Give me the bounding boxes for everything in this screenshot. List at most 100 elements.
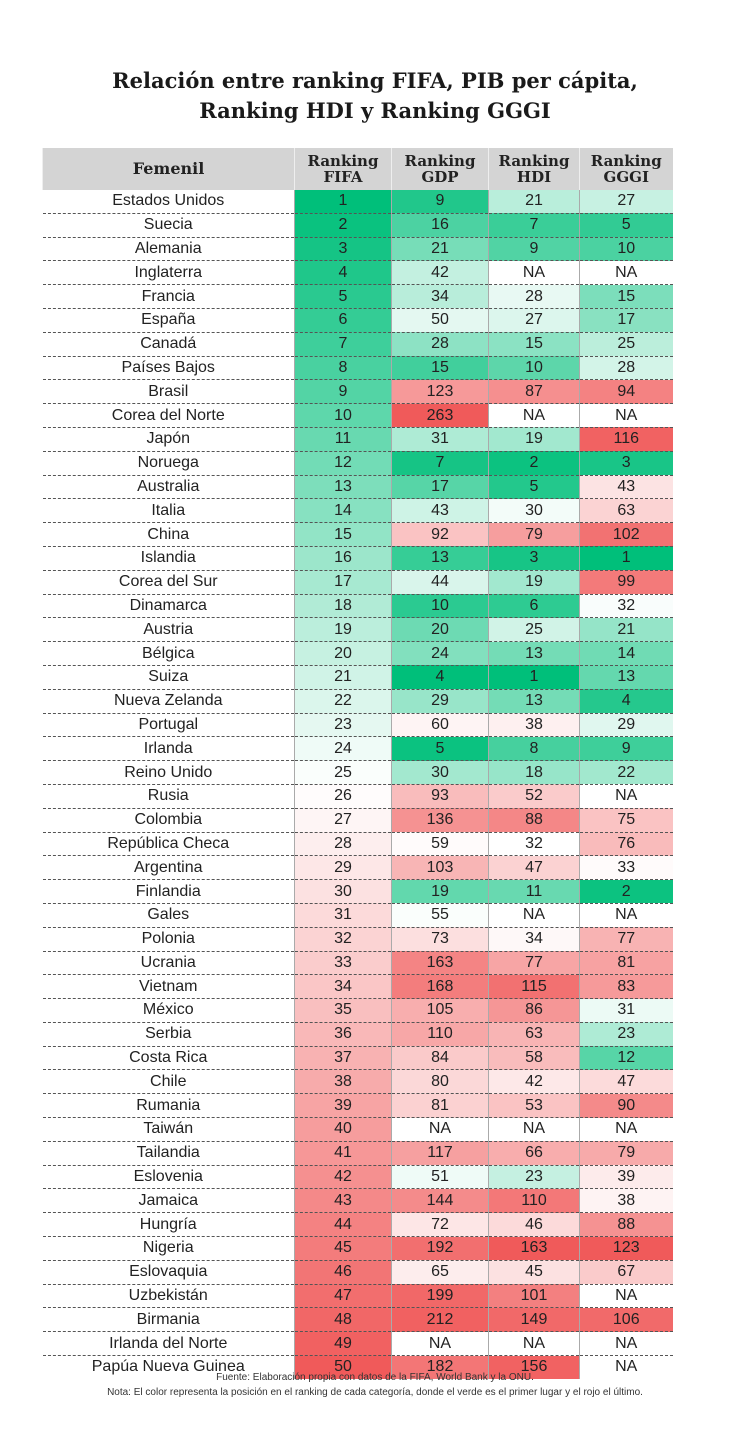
cell-ranking-fifa: 28	[294, 832, 392, 857]
cell-ranking-gggi: 21	[579, 617, 673, 643]
country-name: Taiwán	[42, 1117, 295, 1142]
table-row: Finlandia 30 19 11 2	[42, 879, 673, 904]
country-name: Nueva Zelanda	[42, 689, 295, 714]
table-row: Irlanda 24 5 8 9	[42, 736, 673, 762]
country-name: Uzbekistán	[42, 1284, 295, 1309]
cell-ranking-gdp: 59	[391, 832, 489, 857]
country-name: Países Bajos	[42, 356, 295, 381]
country-name: Reino Unido	[42, 760, 295, 785]
cell-ranking-fifa: 11	[294, 427, 392, 452]
table-row: Eslovaquia 46 65 45 67	[42, 1260, 673, 1285]
cell-ranking-fifa: 7	[294, 332, 392, 357]
cell-ranking-hdi: 34	[488, 927, 580, 952]
cell-ranking-gggi: 31	[579, 998, 673, 1023]
cell-ranking-fifa: 50	[294, 1355, 392, 1379]
table-row: Tailandia 41 117 66 79	[42, 1141, 673, 1166]
cell-ranking-gdp: 9	[391, 190, 489, 214]
cell-ranking-gggi: 12	[579, 1046, 673, 1071]
cell-ranking-fifa: 45	[294, 1236, 392, 1261]
country-name: Papúa Nueva Guinea	[91, 1358, 245, 1376]
cell-ranking-hdi: 45	[488, 1260, 580, 1285]
cell-ranking-fifa: 36	[294, 1022, 392, 1047]
table-row: Hungría 44 72 46 88	[42, 1212, 673, 1238]
cell-ranking-hdi: 149	[488, 1307, 580, 1333]
cell-ranking-fifa: 5	[294, 284, 392, 309]
cell-ranking-fifa: 48	[294, 1307, 392, 1333]
cell-ranking-hdi: 66	[488, 1141, 580, 1166]
country-name: Birmania	[42, 1307, 295, 1333]
cell-ranking-gggi: 33	[579, 855, 673, 881]
cell-ranking-hdi: 63	[488, 1022, 580, 1047]
cell-ranking-fifa: 26	[294, 784, 392, 809]
table-row: Polonia 32 73 34 77	[42, 927, 673, 952]
cell-ranking-fifa: 19	[294, 617, 392, 643]
cell-ranking-hdi: 25	[488, 617, 580, 643]
cell-ranking-gdp: 16	[391, 213, 489, 238]
cell-ranking-gggi: 39	[579, 1165, 673, 1190]
table-row: España 6 50 27 17	[42, 308, 673, 333]
cell-ranking-gggi: 4	[579, 689, 673, 714]
cell-ranking-gdp: 199	[391, 1284, 489, 1309]
country-name: Serbia	[42, 1022, 295, 1047]
cell-ranking-hdi: 27	[488, 308, 580, 333]
cell-ranking-gdp: 21	[391, 237, 489, 262]
cell-ranking-gdp: 103	[391, 855, 489, 881]
country-name: Chile	[42, 1069, 295, 1095]
cell-ranking-fifa: 41	[294, 1141, 392, 1166]
cell-ranking-gdp: 20	[391, 617, 489, 643]
country-name: Colombia	[42, 808, 295, 833]
header-ranking-hdi: Ranking HDI	[488, 148, 580, 190]
cell-ranking-gdp: 15	[391, 356, 489, 381]
table-row: Gales 31 55 NA NA	[42, 903, 673, 928]
cell-ranking-gdp: 7	[391, 451, 489, 476]
country-name: Eslovaquia	[42, 1260, 295, 1285]
cell-ranking-gggi: 116	[579, 427, 673, 452]
cell-ranking-gdp: 42	[391, 260, 489, 286]
cell-ranking-fifa: 30	[294, 879, 392, 904]
cell-ranking-hdi: 77	[488, 951, 580, 976]
cell-ranking-gggi: 43	[579, 475, 673, 500]
cell-ranking-gdp: 60	[391, 713, 489, 738]
cell-ranking-hdi: NA	[488, 1331, 580, 1357]
table-row: Japón 11 31 19 116	[42, 427, 673, 452]
cell-ranking-fifa: 49	[294, 1331, 392, 1357]
cell-ranking-fifa: 40	[294, 1117, 392, 1142]
cell-ranking-gggi: 5	[579, 213, 673, 238]
cell-ranking-gdp: 29	[391, 689, 489, 714]
cell-ranking-gdp: 192	[391, 1236, 489, 1261]
country-name: Irlanda del Norte	[42, 1331, 295, 1357]
cell-ranking-gggi: 67	[579, 1260, 673, 1285]
cell-ranking-gggi: 90	[579, 1093, 673, 1119]
cell-ranking-hdi: 58	[488, 1046, 580, 1071]
cell-ranking-gggi: 10	[579, 237, 673, 262]
cell-ranking-fifa: 3	[294, 237, 392, 262]
cell-ranking-gdp: 34	[391, 284, 489, 309]
cell-ranking-gdp: 55	[391, 903, 489, 928]
cell-ranking-fifa: 25	[294, 760, 392, 785]
country-name: Corea del Sur	[42, 570, 295, 595]
table-header-row: Femenil Ranking FIFA Ranking GDP Ranking HDI R…	[42, 148, 673, 190]
cell-ranking-gggi: 22	[579, 760, 673, 785]
cell-ranking-gggi: NA	[579, 403, 673, 428]
cell-ranking-hdi: 79	[488, 522, 580, 547]
footer-notes: Fuente: Elaboración propia con datos de …	[0, 1370, 750, 1400]
cell-ranking-fifa: 6	[294, 308, 392, 333]
cell-ranking-gggi: 29	[579, 713, 673, 738]
cell-ranking-hdi: 21	[488, 190, 580, 214]
cell-ranking-gggi: 94	[579, 379, 673, 405]
cell-ranking-gggi: 102	[579, 522, 673, 547]
cell-ranking-hdi: 5	[488, 475, 580, 500]
cell-ranking-gdp: 123	[391, 379, 489, 405]
cell-ranking-gggi: 28	[579, 356, 673, 381]
cell-ranking-hdi: 3	[488, 546, 580, 571]
cell-ranking-gdp: 110	[391, 1022, 489, 1047]
cell-ranking-gdp: 65	[391, 1260, 489, 1285]
cell-ranking-hdi: 32	[488, 832, 580, 857]
table-row: Chile 38 80 42 47	[42, 1069, 673, 1095]
cell-ranking-gdp: 168	[391, 974, 489, 1000]
cell-ranking-fifa: 42	[294, 1165, 392, 1190]
table-row: Birmania 48 212 149 106	[42, 1307, 673, 1333]
country-name: Islandia	[42, 546, 295, 571]
country-name: Italia	[42, 498, 295, 524]
cell-ranking-fifa: 13	[294, 475, 392, 500]
